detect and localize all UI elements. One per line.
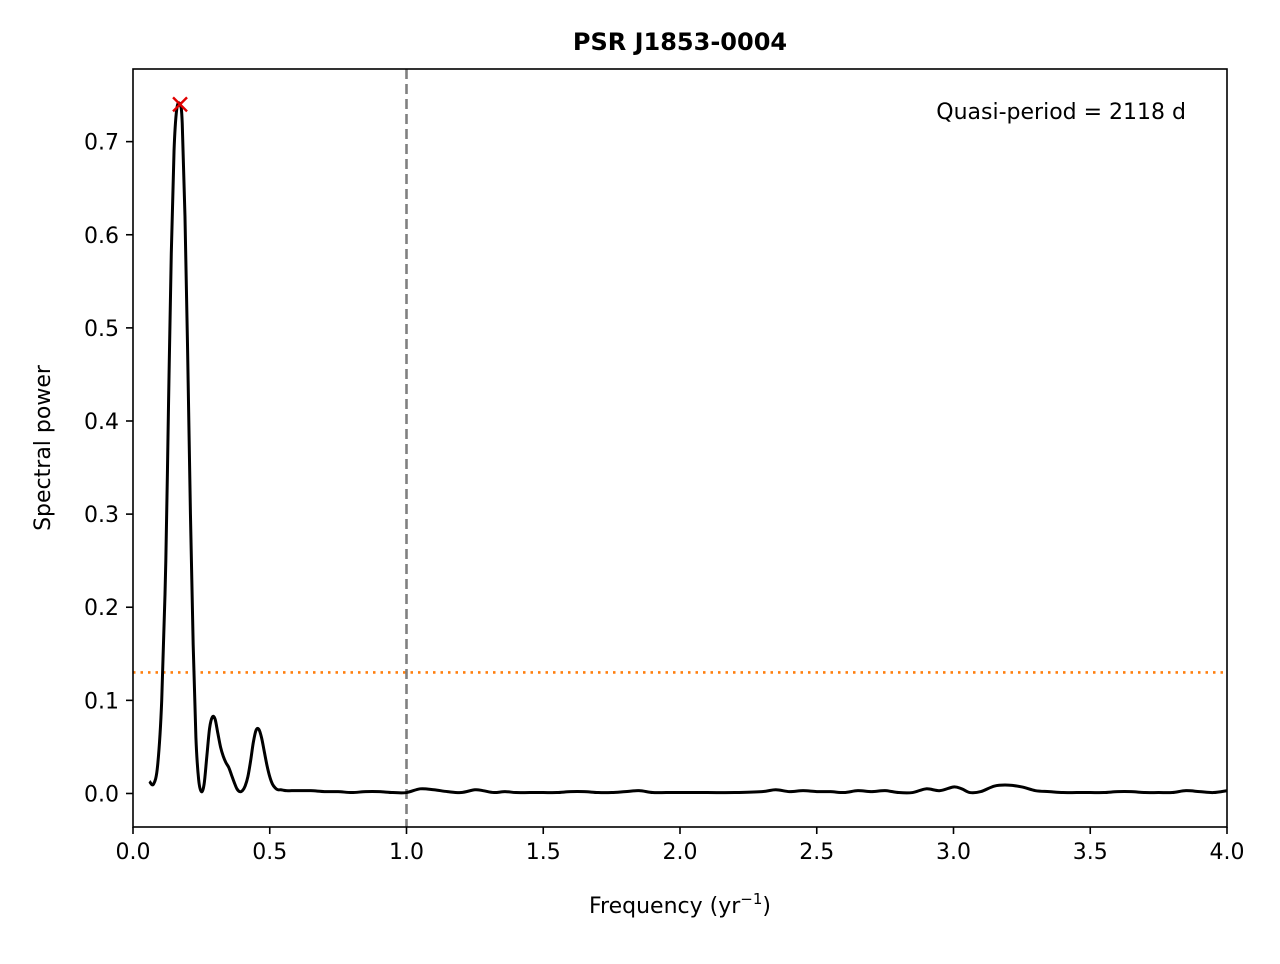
quasi-period-annotation: Quasi-period = 2118 d xyxy=(936,100,1186,125)
y-tick-label: 0.0 xyxy=(84,782,119,807)
x-tick-label: 1.0 xyxy=(389,840,424,865)
y-tick-label: 0.2 xyxy=(84,596,119,621)
x-tick-label: 3.5 xyxy=(1073,840,1108,865)
y-tick-label: 0.4 xyxy=(84,410,119,435)
x-tick-label: 3.0 xyxy=(936,840,971,865)
x-tick-label: 1.5 xyxy=(526,840,561,865)
y-tick-label: 0.7 xyxy=(84,131,119,156)
plot-area: 0.0 0.5 1.0 1.5 2.0 2.5 3.0 3.5 4.0 0.0 0.1 0.2 0.3 0… xyxy=(84,68,1245,865)
x-tick-label: 0.5 xyxy=(252,840,287,865)
x-tick-label: 0.0 xyxy=(116,840,151,865)
axes-frame xyxy=(132,68,1228,828)
chart-title: PSR J1853-0004 xyxy=(573,28,787,56)
y-axis-label: Spectral power xyxy=(31,364,56,531)
x-axis-label: Frequency (yr−1) xyxy=(589,890,771,919)
y-tick-label: 0.6 xyxy=(84,224,119,249)
x-tick-label: 4.0 xyxy=(1210,840,1245,865)
x-tick-label: 2.5 xyxy=(799,840,834,865)
y-tick-label: 0.3 xyxy=(84,503,119,528)
x-axis-label-sup: −1 xyxy=(740,890,762,908)
peak-marker-stroke-b xyxy=(172,96,188,113)
x-axis-label-main: Frequency (yr xyxy=(589,894,741,919)
x-tick-label: 2.0 xyxy=(663,840,698,865)
y-tick-label: 0.5 xyxy=(84,317,119,342)
series-line-0 xyxy=(148,101,1227,795)
peak-marker xyxy=(172,96,188,113)
y-tick-label: 0.1 xyxy=(84,689,119,714)
x-axis-label-close: ) xyxy=(762,894,771,919)
